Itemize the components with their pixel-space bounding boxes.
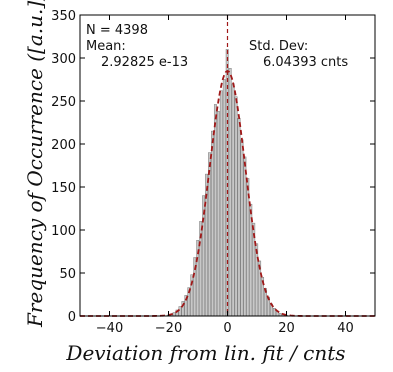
histogram-bar xyxy=(231,83,235,317)
y-tick-label: 350 xyxy=(51,9,76,24)
y-tick-label: 300 xyxy=(51,52,76,67)
x-tick-label: 20 xyxy=(278,321,295,336)
histogram-bar xyxy=(219,90,223,317)
histogram-bar xyxy=(255,243,259,317)
mean-value: 2.92825 e-13 xyxy=(101,55,188,70)
histogram-bar xyxy=(228,68,232,317)
x-tick-label: 0 xyxy=(223,321,231,336)
y-axis-title: Frequency of Occurrence ([a.u.]) xyxy=(23,0,47,328)
histogram-bar xyxy=(237,117,241,317)
histogram-bar xyxy=(178,306,182,317)
y-tick-label: 100 xyxy=(51,224,76,239)
histogram-bar xyxy=(213,104,217,317)
x-tick-label: 40 xyxy=(337,321,354,336)
std-dev-value: 6.04393 cnts xyxy=(263,55,348,70)
histogram-bar xyxy=(240,139,244,317)
x-axis-title: Deviation from lin. fit / cnts xyxy=(65,341,345,365)
histogram-bar xyxy=(246,178,250,317)
histogram-bar xyxy=(222,79,226,317)
histogram-bar xyxy=(234,96,238,317)
x-tick-label: −40 xyxy=(96,321,123,336)
y-tick-label: 250 xyxy=(51,95,76,110)
y-tick-label: 200 xyxy=(51,138,76,153)
histogram-bar xyxy=(172,312,176,317)
histogram-bar xyxy=(208,152,211,317)
histogram-bar xyxy=(211,130,214,317)
y-tick-label: 50 xyxy=(59,267,76,282)
sample-count-label: N = 4398 xyxy=(86,23,148,38)
x-tick-label: −20 xyxy=(155,321,182,336)
mean-label: Mean: xyxy=(86,39,126,54)
histogram-bar xyxy=(216,111,220,317)
histogram-bar xyxy=(243,156,247,317)
y-ticks: 0 50 100 150 200 250 300 350 xyxy=(51,9,375,325)
std-dev-label: Std. Dev: xyxy=(249,39,308,54)
y-tick-label: 150 xyxy=(51,181,76,196)
y-tick-label: 0 xyxy=(68,310,76,325)
x-ticks: −40 −20 0 20 40 xyxy=(96,15,354,336)
